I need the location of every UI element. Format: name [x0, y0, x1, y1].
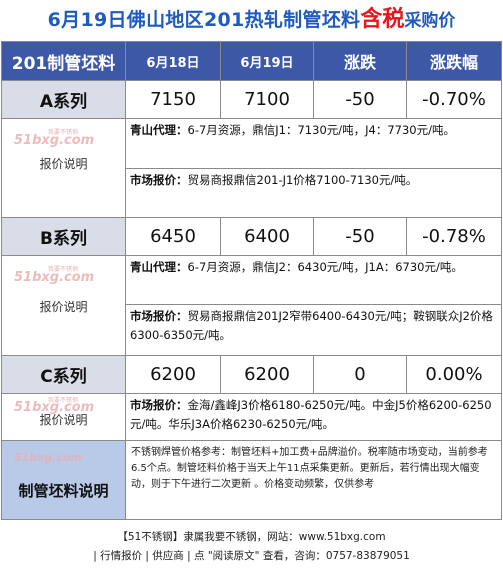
note-label-cell: 51bxg.com 我要不锈钢 报价说明 — [1, 255, 126, 356]
note-lead: 市场报价： — [130, 172, 188, 187]
note-body: 贸易商报鼎信201-J1价格7100-7130元/吨。 — [187, 172, 418, 187]
footer-label: 制管坯料说明 — [18, 481, 109, 500]
note-lead: 青山代理： — [130, 123, 188, 137]
watermark-logo: 51bxg.com — [14, 451, 82, 464]
series-name: A系列 — [1, 80, 126, 119]
table-header: 201制管坯料 6月18日 6月19日 涨跌 涨跌幅 — [1, 41, 502, 81]
note-label-cell: 51bxg.com 我要不锈钢 报价说明 — [1, 393, 126, 441]
note-row: 51bxg.com 我要不锈钢 报价说明 市场报价：金海/鑫峰J3价格6180-… — [1, 393, 502, 441]
header-date2: 6月19日 — [220, 41, 314, 81]
note-row: 市场报价：贸易商报鼎信201-J1价格7100-7130元/吨。 — [2, 167, 502, 218]
footer-label-cell: 51bxg.com 制管坯料说明 — [1, 440, 126, 520]
note-lead: 市场报价： — [130, 309, 188, 323]
watermark-sub: 我要不锈钢 — [48, 129, 79, 136]
note-lead: 青山代理： — [130, 260, 188, 274]
note-body: 6-7月资源，鼎信J1：7130元/吨，J4：7730元/吨。 — [187, 123, 455, 137]
bottom-line-1: 【51不锈钢】隶属我要不锈钢，网站：www.51bxg.com — [117, 531, 386, 543]
note-label: 报价说明 — [39, 413, 88, 427]
price-change: -50 — [313, 80, 407, 119]
bottom-line-2: | 行情报价 | 供应商 | 点 "阅读原文" 查看，咨询：0757-83879… — [93, 550, 410, 562]
note-row: 51bxg.com 我要不锈钢 报价说明 青山代理：6-7月资源，鼎信J1：71… — [1, 118, 502, 218]
note-text: 青山代理：6-7月资源，鼎信J1：7130元/吨，J4：7730元/吨。 — [125, 118, 502, 169]
series-name: C系列 — [1, 355, 126, 394]
table-row: A系列 7150 7100 -50 -0.70% — [1, 80, 502, 119]
header-change-pct: 涨跌幅 — [406, 41, 502, 81]
note-body: 金海/鑫峰J3价格6180-6250元/吨。中金J5价格6200-6250元/吨… — [130, 398, 492, 431]
series-name: B系列 — [1, 217, 126, 256]
note-label-cell: 51bxg.com 我要不锈钢 报价说明 — [1, 118, 126, 218]
watermark-sub: 我要不锈钢 — [48, 397, 79, 404]
header-product: 201制管坯料 — [1, 41, 126, 81]
price-change-pct: -0.70% — [406, 80, 502, 119]
header-date1: 6月18日 — [125, 41, 221, 81]
footer-text: 不锈钢焊管价格参考：制管坯料+加工费+品牌溢价。税率随市场变动，当前参考6.5个… — [125, 440, 502, 520]
note-text: 青山代理：6-7月资源，鼎信J2：6430元/吨，J1A：6730元/吨。 — [125, 255, 502, 305]
price-date2: 6400 — [220, 217, 314, 256]
price-change-pct: -0.78% — [406, 217, 502, 256]
title-main: 6月19日佛山地区201热轧制管坯料 — [47, 9, 361, 31]
price-date2: 7100 — [220, 80, 314, 119]
note-label: 报价说明 — [39, 300, 88, 314]
note-lead: 市场报价： — [130, 398, 188, 412]
note-text: 市场报价：贸易商报鼎信201-J1价格7100-7130元/吨。 — [125, 167, 502, 218]
watermark-logo: 51bxg.com — [14, 270, 95, 285]
watermark-sub: 我要不锈钢 — [48, 266, 79, 273]
price-table: 201制管坯料 6月18日 6月19日 涨跌 涨跌幅 A系列 7150 7100… — [1, 41, 502, 520]
note-body: 贸易商报鼎信201J2窄带6400-6430元/吨；鞍钢联众J2价格6300-6… — [130, 309, 493, 342]
watermark-logo: 51bxg.com — [14, 133, 95, 148]
note-row: 市场报价：贸易商报鼎信201J2窄带6400-6430元/吨；鞍钢联众J2价格6… — [2, 304, 502, 356]
note-text: 市场报价：金海/鑫峰J3价格6180-6250元/吨。中金J5价格6200-62… — [125, 393, 502, 441]
watermark-logo: 51bxg.com — [14, 400, 95, 415]
footer-row: 51bxg.com 制管坯料说明 不锈钢焊管价格参考：制管坯料+加工费+品牌溢价… — [1, 440, 502, 520]
table-row: B系列 6450 6400 -50 -0.78% — [1, 217, 502, 256]
price-date2: 6200 — [220, 355, 314, 394]
price-change-pct: 0.00% — [406, 355, 502, 394]
price-date1: 6450 — [125, 217, 221, 256]
price-date1: 7150 — [125, 80, 221, 119]
table-row: C系列 6200 6200 0 0.00% — [1, 355, 502, 394]
note-body: 6-7月资源，鼎信J2：6430元/吨，J1A：6730元/吨。 — [187, 260, 463, 274]
bottom-info: 【51不锈钢】隶属我要不锈钢，网站：www.51bxg.com | 行情报价 |… — [0, 528, 503, 566]
note-text: 市场报价：贸易商报鼎信201J2窄带6400-6430元/吨；鞍钢联众J2价格6… — [125, 304, 502, 356]
header-change: 涨跌 — [313, 41, 407, 81]
page-title: 6月19日佛山地区201热轧制管坯料含税采购价 — [0, 0, 503, 40]
price-change: -50 — [313, 217, 407, 256]
title-tail: 采购价 — [404, 11, 456, 31]
note-label: 报价说明 — [39, 157, 88, 171]
note-row: 51bxg.com 我要不锈钢 报价说明 青山代理：6-7月资源，鼎信J2：64… — [1, 255, 502, 356]
title-highlight: 含税 — [360, 7, 405, 32]
price-date1: 6200 — [125, 355, 221, 394]
price-change: 0 — [313, 355, 407, 394]
